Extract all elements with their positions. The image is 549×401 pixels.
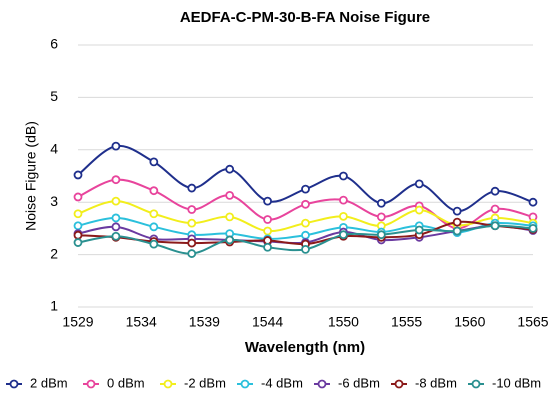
x-tick-label: 1565: [517, 314, 548, 330]
point: [111, 222, 121, 232]
point: [376, 212, 386, 222]
point: [149, 157, 159, 167]
point: [73, 230, 83, 240]
legend-label: -8 dBm: [415, 375, 457, 390]
point: [414, 179, 424, 189]
point: [414, 205, 424, 215]
legend-label: -6 dBm: [338, 375, 380, 390]
point: [187, 205, 197, 214]
point: [111, 231, 121, 241]
point: [376, 198, 386, 208]
x-tick-label: 1539: [189, 314, 220, 330]
point: [187, 249, 197, 258]
legend-label: -2 dBm: [184, 375, 226, 390]
point: [528, 197, 538, 207]
point: [490, 204, 500, 214]
point: [339, 195, 348, 205]
point: [490, 221, 500, 231]
point: [490, 186, 500, 196]
point: [452, 206, 462, 216]
point: [225, 164, 235, 174]
y-tick-label: 6: [50, 36, 58, 52]
y-tick-label: 4: [50, 141, 58, 157]
y-tick-label: 2: [50, 245, 58, 261]
y-tick-label: 3: [50, 193, 58, 209]
point: [73, 192, 83, 202]
x-tick-label: 1544: [252, 314, 283, 330]
point: [301, 218, 310, 228]
legend-marker: [86, 379, 96, 389]
point: [187, 183, 197, 193]
legend-marker: [471, 379, 481, 389]
y-tick-label: 1: [50, 298, 58, 314]
point: [452, 217, 462, 227]
point: [73, 209, 83, 219]
point: [73, 170, 83, 180]
point: [111, 175, 121, 185]
point: [149, 186, 159, 196]
point: [339, 230, 348, 240]
point: [187, 218, 197, 228]
point: [301, 230, 310, 240]
legend-marker: [163, 379, 173, 389]
x-axis-title: Wavelength (nm): [245, 339, 365, 356]
legend-label: 2 dBm: [30, 375, 68, 390]
point: [339, 211, 348, 221]
point: [263, 196, 272, 206]
point: [111, 141, 121, 151]
point: [263, 215, 272, 224]
y-tick-label: 5: [50, 88, 58, 104]
point: [149, 209, 159, 219]
point: [376, 230, 386, 240]
x-tick-label: 1529: [62, 314, 93, 330]
legend-label: 0 dBm: [107, 375, 145, 390]
point: [301, 184, 310, 194]
point: [452, 226, 462, 236]
legend-marker: [9, 379, 19, 389]
point: [73, 221, 83, 231]
point: [301, 244, 310, 254]
x-tick-label: 1534: [126, 314, 157, 330]
point: [263, 242, 272, 252]
legend-label: -4 dBm: [261, 375, 303, 390]
point: [149, 239, 159, 249]
x-tick-label: 1555: [391, 314, 422, 330]
point: [528, 223, 538, 233]
point: [301, 199, 310, 209]
point: [225, 235, 235, 245]
point: [414, 225, 424, 235]
point: [111, 196, 121, 206]
point: [149, 222, 159, 232]
y-axis-title: Noise Figure (dB): [23, 121, 39, 231]
point: [263, 226, 272, 236]
x-tick-label: 1560: [454, 314, 485, 330]
legend-marker: [240, 379, 250, 389]
chart-title: AEDFA-C-PM-30-B-FA Noise Figure: [180, 9, 430, 26]
point: [73, 238, 83, 247]
legend-marker: [317, 379, 327, 389]
point: [339, 171, 348, 181]
legend-label: -10 dBm: [492, 375, 541, 390]
point: [187, 238, 197, 248]
point: [225, 212, 235, 222]
point: [111, 213, 121, 223]
point: [225, 190, 235, 200]
x-tick-label: 1550: [328, 314, 359, 330]
legend-marker: [394, 379, 404, 389]
